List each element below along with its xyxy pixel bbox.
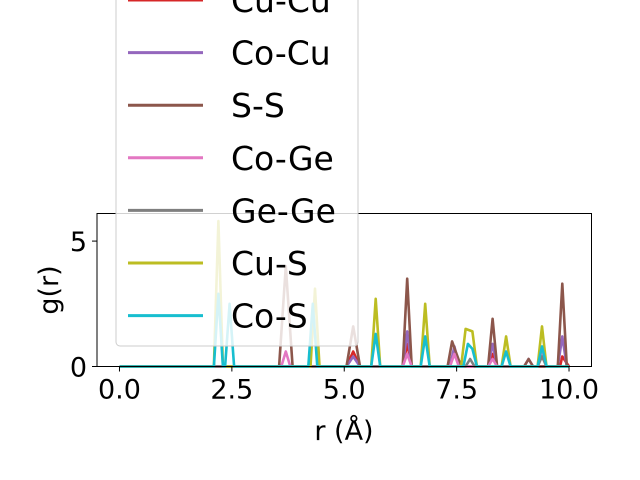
legend-label-cu-cu: Cu-Cu [231, 0, 331, 20]
legend-label-s-s: S-S [231, 86, 285, 125]
legend-label-cu-s: Cu-S [231, 244, 308, 283]
legend-label-co-cu: Co-Cu [231, 34, 331, 73]
x-axis-label: r (Å) [314, 415, 373, 447]
y-tick-label: 5 [70, 227, 87, 258]
x-tick-label: 2.5 [210, 375, 253, 406]
series-line-ge-ge [119, 355, 548, 368]
legend-label-ge-ge: Ge-Ge [231, 191, 336, 230]
series-line-co-ge [119, 350, 548, 368]
x-tick-label: 5.0 [323, 375, 366, 406]
x-tick-label: 7.5 [435, 375, 478, 406]
y-tick-label: 0 [70, 353, 87, 384]
x-tick-label: 0.0 [98, 375, 141, 406]
x-tick-label: 10.0 [539, 375, 599, 406]
legend: Cu-Cu Co-Cu S-S Co-Ge Ge-Ge Cu-S Co-S [115, 0, 359, 347]
legend-label-co-ge: Co-Ge [231, 139, 334, 178]
legend-label-co-s: Co-S [231, 297, 308, 336]
ticks-layer: 0.0 2.5 5.0 7.5 10.0 0 5 [70, 227, 599, 405]
y-axis-label: g(r) [34, 265, 65, 314]
legend-box [115, 0, 359, 347]
